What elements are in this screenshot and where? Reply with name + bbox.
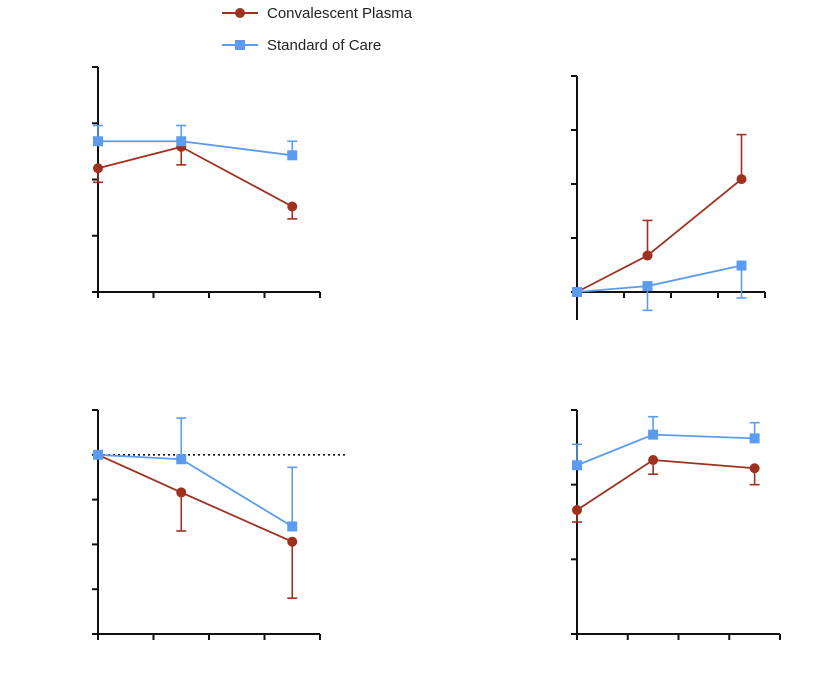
series-convalescent [572, 133, 747, 297]
data-point [572, 505, 582, 516]
data-point [642, 250, 653, 261]
data-point [93, 449, 103, 460]
data-point [648, 455, 659, 466]
data-point [176, 454, 187, 465]
data-point [648, 429, 659, 440]
series-line-segment [576, 459, 654, 511]
series-line-segment [97, 453, 182, 494]
panel-b [571, 75, 766, 320]
legend-label-standard: Standard of Care [267, 37, 381, 54]
legend-marker-standard [235, 40, 245, 50]
legend-item-standard: Standard of Care [222, 37, 381, 54]
data-point [93, 163, 103, 174]
series-line-segment [653, 433, 755, 440]
legend-label-convalescent: Convalescent Plasma [267, 5, 413, 22]
legend-item-convalescent: Convalescent Plasma [222, 5, 413, 22]
data-point [736, 174, 747, 185]
legend: Convalescent Plasma Standard of Care [222, 5, 413, 54]
data-point [749, 463, 760, 474]
series-line-segment [180, 146, 293, 208]
series-line-segment [647, 264, 742, 287]
data-point [287, 150, 298, 161]
series-line-segment [576, 254, 648, 293]
series-line-segment [576, 433, 654, 467]
series-line-segment [180, 458, 293, 528]
data-point [287, 521, 298, 532]
series-line-segment [181, 140, 293, 157]
data-point [572, 287, 582, 297]
series-convalescent [93, 141, 298, 220]
series-standard [93, 124, 298, 161]
series-convalescent [572, 455, 760, 523]
panel-d [571, 409, 781, 640]
panel-c [92, 409, 348, 640]
data-point [572, 460, 582, 471]
series-line-segment [646, 178, 743, 257]
data-point [287, 201, 298, 212]
data-point [176, 136, 187, 147]
data-point [287, 536, 298, 547]
series-line-segment [180, 491, 293, 543]
legend-marker-convalescent [235, 8, 245, 18]
data-point [176, 487, 187, 498]
data-point [749, 433, 760, 444]
series-convalescent [93, 449, 298, 599]
data-point [642, 281, 653, 292]
series-standard [93, 417, 298, 532]
series-line-segment [97, 146, 182, 170]
series-line-segment [97, 453, 182, 461]
series-standard [572, 415, 760, 471]
panel-a [92, 66, 321, 298]
series-line-segment [576, 285, 648, 293]
data-point [736, 260, 747, 271]
series-line-segment [653, 459, 755, 470]
series-standard [572, 260, 747, 312]
data-point [93, 136, 103, 147]
